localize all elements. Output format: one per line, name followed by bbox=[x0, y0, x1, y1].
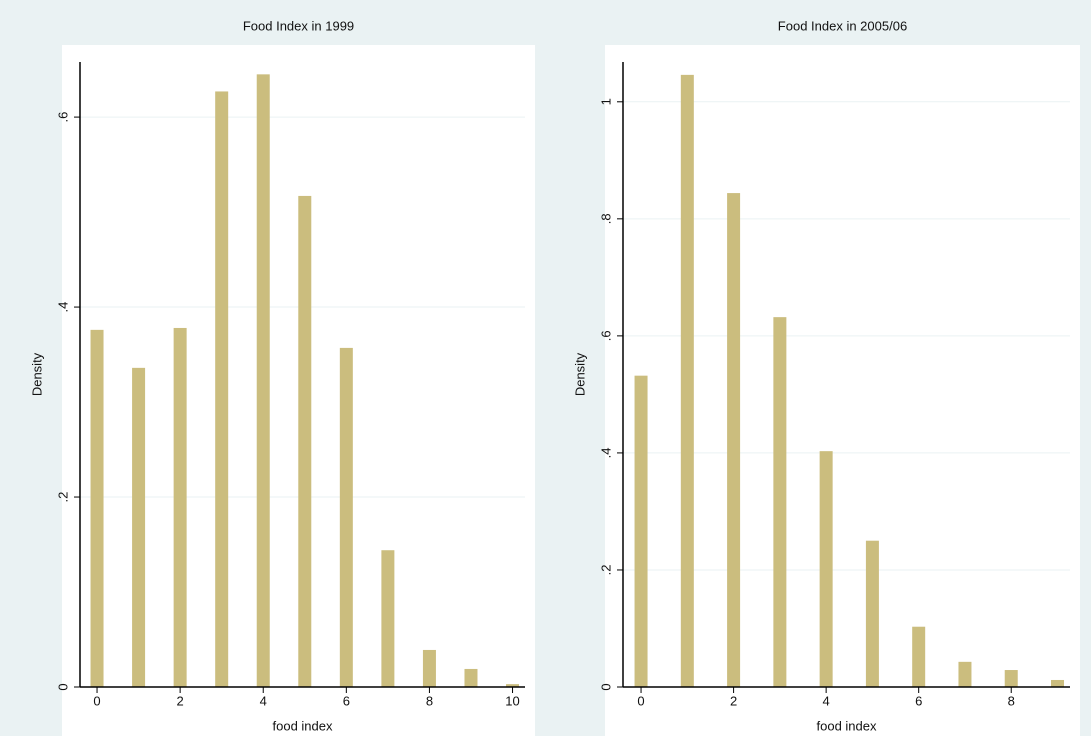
bar bbox=[173, 327, 187, 687]
y-tick-label: 0 bbox=[55, 683, 70, 690]
x-tick-label: 10 bbox=[505, 693, 519, 708]
bar bbox=[256, 74, 270, 687]
x-tick-label: 4 bbox=[260, 693, 267, 708]
y-tick-label: 1 bbox=[598, 98, 613, 105]
y-tick-label: .4 bbox=[55, 302, 70, 313]
bar bbox=[773, 317, 787, 687]
bar bbox=[727, 193, 741, 688]
y-axis-title: Density bbox=[29, 352, 44, 396]
x-tick-label: 6 bbox=[915, 693, 922, 708]
x-axis-title: food index bbox=[817, 718, 877, 733]
y-tick-label: .4 bbox=[598, 447, 613, 458]
bar bbox=[912, 626, 926, 687]
bar bbox=[422, 649, 436, 687]
y-tick-label: .2 bbox=[55, 492, 70, 503]
x-tick-label: 2 bbox=[177, 693, 184, 708]
chart-title: Food Index in 2005/06 bbox=[778, 18, 907, 33]
bar bbox=[865, 540, 879, 687]
chart-title: Food Index in 1999 bbox=[243, 18, 354, 33]
x-tick-label: 6 bbox=[343, 693, 350, 708]
y-tick-label: .8 bbox=[598, 213, 613, 224]
bar bbox=[90, 329, 104, 687]
x-tick-label: 0 bbox=[637, 693, 644, 708]
bar bbox=[819, 451, 833, 687]
bar bbox=[634, 375, 648, 687]
bar bbox=[381, 550, 395, 687]
bar bbox=[464, 668, 478, 687]
x-tick-label: 8 bbox=[1008, 693, 1015, 708]
x-tick-label: 2 bbox=[730, 693, 737, 708]
x-tick-label: 0 bbox=[93, 693, 100, 708]
y-tick-label: .6 bbox=[55, 112, 70, 123]
bar bbox=[506, 684, 520, 687]
x-axis-title: food index bbox=[273, 718, 333, 733]
y-axis-title: Density bbox=[572, 352, 587, 396]
bar bbox=[1051, 679, 1065, 687]
bar bbox=[1004, 670, 1018, 687]
y-tick-label: .2 bbox=[598, 565, 613, 576]
x-tick-label: 8 bbox=[426, 693, 433, 708]
bar bbox=[339, 347, 353, 687]
y-tick-label: 0 bbox=[598, 683, 613, 690]
bar bbox=[298, 195, 312, 687]
plot-area bbox=[605, 45, 1080, 736]
bar bbox=[680, 74, 694, 688]
bar bbox=[132, 367, 146, 687]
bar bbox=[215, 91, 229, 687]
x-tick-label: 4 bbox=[823, 693, 830, 708]
y-tick-label: .6 bbox=[598, 330, 613, 341]
bar bbox=[958, 661, 972, 687]
